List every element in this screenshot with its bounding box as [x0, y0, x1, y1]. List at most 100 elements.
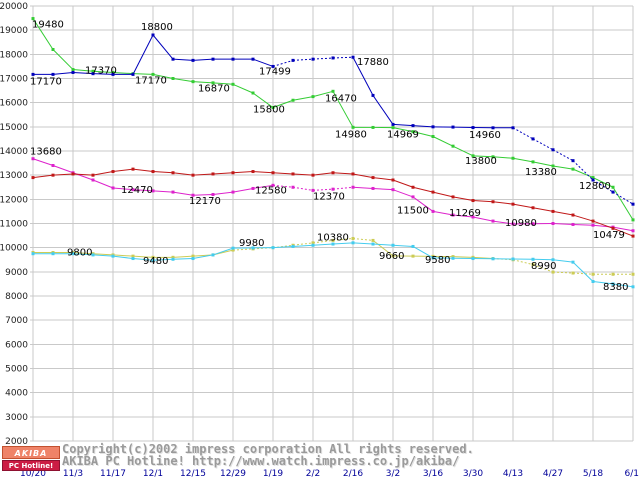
series-cyan-segment: [292, 244, 314, 247]
series-red-segment: [552, 210, 574, 216]
data-point-label: 14969: [387, 130, 419, 141]
series-red-segment: [132, 168, 154, 173]
series-cyan-segment: [332, 242, 354, 245]
data-point-label: 9660: [379, 251, 404, 262]
series-blue-marker: [211, 57, 215, 61]
series-green-marker: [71, 68, 75, 72]
series-magenta-segment: [452, 214, 474, 218]
series-magenta-marker: [631, 229, 635, 233]
series-green-segment: [272, 99, 294, 108]
series-cyan-marker: [71, 252, 75, 256]
series-red-marker: [511, 202, 515, 206]
data-point-label: 8990: [531, 261, 556, 272]
series-blue-segment: [412, 125, 434, 128]
series-red-segment: [272, 172, 294, 175]
series-red-segment: [392, 179, 414, 188]
series-green-segment: [572, 168, 594, 179]
data-point-label: 17499: [259, 66, 291, 77]
series-blue-segment: [72, 71, 94, 75]
copyright-line1: Copyright(c)2002 impress corporation All…: [62, 442, 474, 456]
series-cyan-marker: [611, 282, 615, 286]
series-yellow-marker: [571, 271, 575, 275]
series-magenta-segment: [232, 187, 254, 193]
series-blue-marker: [31, 72, 35, 76]
series-red-segment: [112, 168, 134, 173]
series-magenta-segment: [132, 189, 154, 192]
series-green-marker: [151, 72, 155, 76]
series-red-segment: [372, 177, 394, 181]
series-magenta-marker: [251, 186, 255, 190]
series-blue-marker: [191, 58, 195, 62]
series-magenta-segment: [432, 210, 454, 216]
series-cyan-segment: [92, 254, 114, 257]
series-cyan-segment: [392, 244, 414, 247]
series-red-marker: [411, 185, 415, 189]
series-magenta-segment: [52, 165, 74, 174]
series-green-segment: [192, 81, 214, 84]
series-red-segment: [472, 200, 494, 203]
series-yellow-marker: [231, 248, 235, 252]
data-point-label: 18800: [141, 22, 173, 33]
series-red-segment: [452, 196, 474, 202]
series-cyan-segment: [572, 261, 594, 282]
series-magenta-marker: [551, 222, 555, 225]
series-magenta-segment: [472, 216, 494, 222]
series-blue-segment: [292, 58, 314, 61]
series-magenta-segment: [212, 191, 234, 195]
series-green-segment: [292, 96, 314, 101]
series-green-marker: [631, 218, 635, 222]
data-point-label: 8380: [603, 282, 628, 293]
series-cyan-segment: [112, 255, 134, 260]
series-red-marker: [51, 173, 55, 177]
series-green-marker: [251, 91, 255, 95]
series-green-marker: [591, 176, 595, 180]
x-axis-tick-label: 2/16: [343, 469, 363, 479]
data-point-label: 9980: [239, 238, 264, 249]
series-cyan-marker: [451, 256, 455, 260]
series-cyan-marker: [471, 257, 475, 261]
data-point-label: 12580: [255, 185, 287, 196]
series-yellow-segment: [352, 237, 374, 241]
y-axis-tick-label: 12000: [0, 195, 28, 205]
series-blue-marker: [351, 55, 355, 59]
series-cyan-segment: [72, 253, 94, 256]
series-cyan-segment: [152, 258, 174, 261]
series-magenta-segment: [552, 223, 574, 225]
series-cyan-marker: [291, 244, 295, 248]
series-magenta-marker: [151, 189, 155, 193]
series-cyan-marker: [151, 258, 155, 262]
series-blue-marker: [631, 202, 635, 206]
series-green-marker: [451, 144, 455, 148]
series-green-segment: [112, 71, 134, 75]
series-blue-segment: [532, 138, 554, 151]
series-red-marker: [371, 176, 375, 180]
series-red-marker: [291, 172, 295, 176]
series-cyan-segment: [272, 245, 294, 249]
series-green-segment: [32, 18, 54, 50]
series-magenta-marker: [591, 223, 595, 227]
series-yellow-segment: [272, 244, 294, 249]
y-axis-tick-label: 16000: [0, 99, 28, 109]
series-green-marker: [431, 135, 435, 138]
series-magenta-segment: [252, 184, 274, 189]
series-blue-marker: [171, 57, 175, 61]
series-cyan-marker: [391, 243, 395, 247]
series-red-marker: [591, 219, 595, 223]
series-magenta-marker: [311, 188, 315, 192]
series-blue-marker: [51, 72, 55, 76]
series-cyan-marker: [311, 243, 315, 247]
series-red-marker: [391, 178, 395, 182]
akiba-logo: AKIBA PC Hotline!: [2, 446, 60, 471]
series-magenta-segment: [292, 186, 314, 191]
series-blue-segment: [332, 56, 354, 59]
y-axis-tick-label: 19000: [0, 26, 28, 36]
series-blue-marker: [431, 125, 435, 129]
series-blue-marker: [251, 57, 255, 61]
series-red-segment: [432, 191, 454, 198]
series-red-segment: [192, 173, 214, 176]
series-magenta-marker: [351, 185, 355, 189]
series-red-marker: [311, 173, 315, 177]
series-green-segment: [232, 83, 254, 94]
series-magenta-marker: [271, 183, 275, 187]
series-red-marker: [571, 213, 575, 217]
